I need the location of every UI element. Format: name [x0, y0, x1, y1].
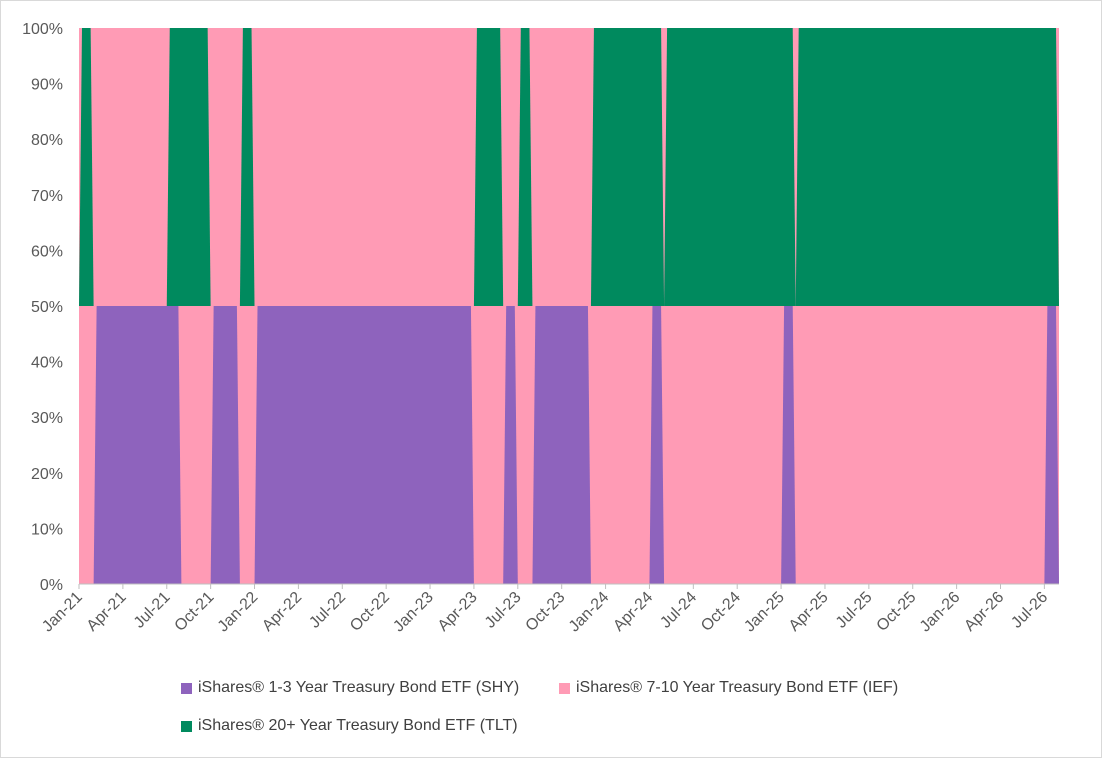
shy-band-4	[532, 306, 591, 584]
shy-band-0	[93, 306, 182, 584]
shy-band-6	[781, 306, 796, 584]
x-tick-label: Jul-25	[833, 589, 876, 632]
legend-label-shy: iShares® 1-3 Year Treasury Bond ETF (SHY…	[198, 679, 520, 696]
y-tick-label: 50%	[31, 299, 63, 316]
y-tick-label: 80%	[31, 132, 63, 149]
tlt-band-6	[664, 28, 796, 306]
x-tick-label: Jul-26	[1008, 589, 1051, 632]
legend-label-ief: iShares® 7-10 Year Treasury Bond ETF (IE…	[576, 679, 899, 696]
x-tick-label: Apr-23	[435, 589, 481, 635]
shy-band-3	[503, 306, 518, 584]
shy-band-2	[254, 306, 474, 584]
y-tick-label: 30%	[31, 410, 63, 427]
x-tick-label: Jan-25	[741, 589, 788, 636]
tlt-band-5	[590, 28, 665, 306]
x-tick-label: Jul-22	[306, 589, 349, 632]
allocation-bands	[79, 28, 1059, 584]
x-tick-label: Oct-24	[698, 589, 744, 635]
x-tick-label: Jan-26	[917, 589, 964, 636]
x-tick-label: Oct-23	[523, 589, 569, 635]
shy-band-7	[1044, 306, 1059, 584]
x-tick-label: Apr-25	[786, 589, 832, 635]
tlt-band-0	[79, 28, 94, 306]
tlt-band-1	[166, 28, 211, 306]
tlt-band-7	[795, 28, 1059, 306]
legend-swatch-ief	[559, 682, 570, 694]
y-tick-label: 90%	[31, 77, 63, 94]
y-tick-label: 70%	[31, 188, 63, 205]
x-tick-label: Oct-22	[347, 589, 393, 635]
legend-item-ief: iShares® 7-10 Year Treasury Bond ETF (IE…	[559, 679, 898, 697]
y-tick-label: 10%	[31, 521, 63, 538]
y-tick-label: 40%	[31, 355, 63, 372]
x-tick-label: Apr-24	[610, 589, 656, 635]
x-tick-label: Oct-25	[874, 589, 920, 635]
x-tick-label: Jan-24	[566, 589, 613, 636]
legend-item-shy: iShares® 1-3 Year Treasury Bond ETF (SHY…	[181, 679, 519, 697]
shy-band-5	[649, 306, 665, 584]
x-tick-label: Oct-21	[171, 589, 217, 635]
y-tick-label: 0%	[40, 577, 63, 594]
legend-swatch-tlt	[181, 720, 192, 732]
x-tick-label: Jul-21	[131, 589, 174, 632]
legend-swatch-shy	[181, 682, 192, 694]
x-tick-label: Jul-24	[657, 589, 700, 632]
x-tick-label: Jan-22	[215, 589, 262, 636]
tlt-band-2	[239, 28, 255, 306]
x-tick-label: Apr-22	[259, 589, 305, 635]
x-tick-label: Apr-21	[84, 589, 130, 635]
y-axis-ticks: 0% 10% 20% 30% 40% 50% 60% 70% 80% 90% 100%	[22, 21, 63, 594]
tlt-band-3	[473, 28, 504, 306]
y-tick-label: 60%	[31, 243, 63, 260]
tlt-band-4	[517, 28, 533, 306]
shy-band-1	[210, 306, 240, 584]
x-tick-label: Jul-23	[482, 589, 525, 632]
legend-item-tlt: iShares® 20+ Year Treasury Bond ETF (TLT…	[181, 717, 518, 735]
x-tick-label: Jan-23	[390, 589, 437, 636]
x-tick-label: Jan-21	[39, 589, 86, 636]
x-tick-label: Apr-26	[961, 589, 1007, 635]
y-tick-label: 20%	[31, 466, 63, 483]
y-tick-label: 100%	[22, 21, 63, 38]
legend-label-tlt: iShares® 20+ Year Treasury Bond ETF (TLT…	[198, 717, 518, 734]
